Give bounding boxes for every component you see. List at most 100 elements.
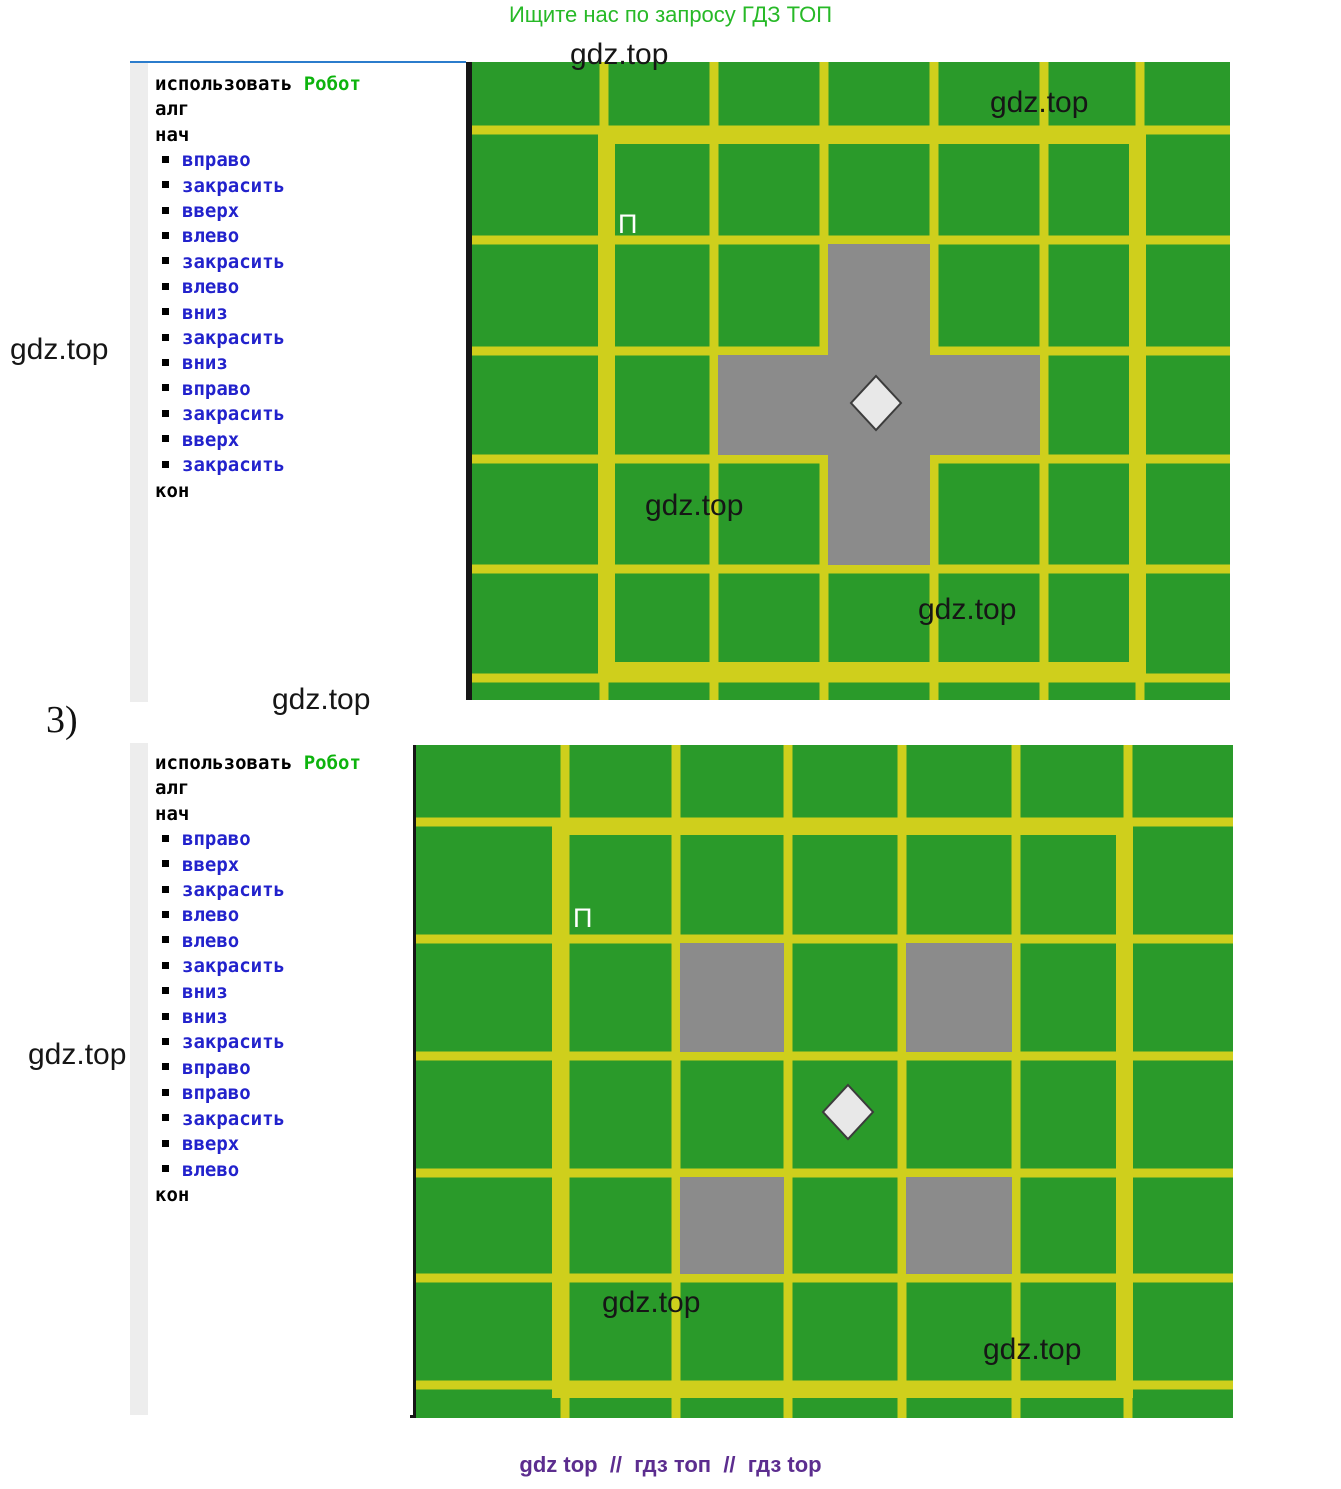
code-listing-1: использовать Робот алг нач вправо закрасить в… [148, 72, 466, 504]
code-line: влево [148, 275, 466, 300]
code-token-kw: алг [155, 777, 190, 800]
code-token-cmd: вправо [182, 1082, 251, 1105]
bullet-square-icon [162, 1114, 169, 1122]
code-line: алг [148, 776, 413, 801]
field-background [416, 745, 1233, 1418]
bullet-square-icon [162, 1088, 169, 1096]
bullet-square-icon [162, 181, 169, 189]
bullet-square-icon [162, 460, 169, 468]
code-line: закрасить [148, 1030, 413, 1055]
code-listing-2: использовать Робот алг нач вправо вверх закра… [148, 751, 413, 1208]
watermark: gdz.top [918, 593, 1017, 626]
exercise-number: 3) [46, 699, 78, 741]
code-token-cmd: влево [182, 904, 240, 927]
bullet-square-icon [162, 961, 169, 969]
code-line: закрасить [148, 878, 413, 903]
grid-line-horizontal [416, 934, 1233, 944]
code-token-robot: Робот [292, 752, 361, 774]
code-line: влево [148, 1158, 413, 1183]
wall-bottom [598, 662, 1146, 679]
robot-field-1: П [466, 62, 1230, 700]
code-token-cmd: вправо [182, 828, 251, 851]
header-text: Ищите нас по запросу ГДЗ ТОП [508, 2, 833, 27]
robot-field-2: П [410, 745, 1233, 1418]
robot-diamond-icon [849, 374, 903, 432]
code-line: вниз [148, 351, 466, 376]
grid-line-vertical [1011, 745, 1021, 1418]
code-panel-gutter [130, 743, 148, 1415]
field-label: П [573, 903, 592, 933]
code-token-cmd: закрасить [182, 174, 285, 197]
wall-left [598, 127, 615, 679]
code-token-cmd: вниз [182, 352, 228, 375]
wall-bottom [552, 1381, 1133, 1398]
watermark: gdz.top [645, 489, 744, 522]
code-token-cmd: вниз [182, 1006, 228, 1029]
bullet-square-icon [162, 206, 169, 214]
code-token-kw: кон [155, 1183, 190, 1206]
grid-line-horizontal [416, 1168, 1233, 1178]
robot-diamond-icon [821, 1083, 875, 1141]
code-token-cmd: вправо [182, 149, 251, 172]
code-token-cmd: закрасить [182, 1031, 285, 1054]
code-line: кон [148, 479, 466, 504]
bullet-square-icon [162, 910, 169, 918]
bullet-square-icon [162, 155, 169, 163]
painted-cell [906, 943, 1012, 1052]
code-token-cmd: вверх [182, 853, 240, 876]
code-line: вправо [148, 377, 466, 402]
painted-cell [906, 1177, 1012, 1274]
grid-line-vertical [709, 62, 719, 700]
bullet-square-icon [162, 282, 169, 290]
footer-text: gdz top // гдз топ // гдз top [519, 1452, 822, 1477]
field-label: П [618, 209, 637, 239]
watermark: gdz.top [983, 1333, 1082, 1366]
bullet-square-icon [162, 1037, 169, 1045]
bullet-square-icon [162, 358, 169, 366]
grid-line-horizontal [472, 235, 1230, 245]
code-line: использовать Робот [148, 72, 466, 97]
grid-line-vertical [1039, 62, 1049, 700]
code-token-cmd: вниз [182, 980, 228, 1003]
code-line: вверх [148, 1132, 413, 1157]
bullet-square-icon [162, 1139, 169, 1147]
code-token-cmd: влево [182, 276, 240, 299]
bullet-square-icon [162, 834, 169, 842]
grid-line-horizontal [472, 564, 1230, 574]
field-left-edge [466, 62, 472, 700]
code-token-cmd: закрасить [182, 327, 285, 350]
wall-left [552, 818, 569, 1398]
wall-top [552, 818, 1133, 835]
painted-cell [680, 1177, 784, 1274]
code-line: вверх [148, 853, 413, 878]
code-line: закрасить [148, 250, 466, 275]
grid-line-horizontal [416, 1273, 1233, 1283]
code-token-cmd: вниз [182, 301, 228, 324]
grid-line-vertical [897, 745, 907, 1418]
wall-right [1129, 127, 1146, 679]
code-token-kw: кон [155, 479, 190, 502]
code-token-cmd: закрасить [182, 454, 285, 477]
code-line: вправо [148, 1081, 413, 1106]
code-line: закрасить [148, 174, 466, 199]
field-left-edge [410, 745, 416, 1418]
bullet-square-icon [162, 860, 169, 868]
bullet-square-icon [162, 987, 169, 995]
grid-line-horizontal [416, 1051, 1233, 1061]
code-line: нач [148, 123, 466, 148]
bullet-square-icon [162, 936, 169, 944]
code-panel-2: использовать Робот алг нач вправо вверх закра… [130, 743, 413, 1415]
code-line: влево [148, 903, 413, 928]
code-line: использовать Робот [148, 751, 413, 776]
bullet-square-icon [162, 885, 169, 893]
wall-top [598, 127, 1146, 144]
code-line: закрасить [148, 326, 466, 351]
code-line: кон [148, 1183, 413, 1208]
code-token-cmd: вверх [182, 200, 240, 223]
watermark: gdz.top [272, 683, 371, 716]
watermark: gdz.top [570, 38, 669, 71]
watermark: gdz.top [10, 333, 109, 366]
grid-line-vertical [783, 745, 793, 1418]
grid-line-vertical [671, 745, 681, 1418]
bullet-square-icon [162, 384, 169, 392]
